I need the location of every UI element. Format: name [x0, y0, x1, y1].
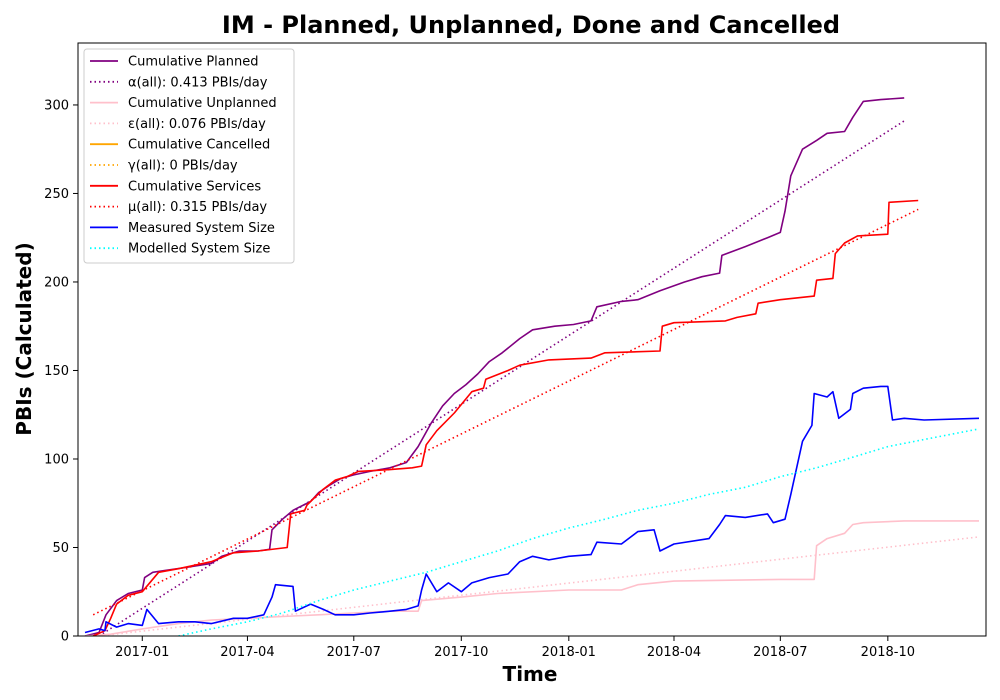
legend-entry-cumulative-unplanned: Cumulative Unplanned — [128, 96, 277, 111]
x-tick-label: 2017-04 — [220, 645, 274, 660]
y-tick-label: 50 — [52, 541, 69, 556]
y-tick-label: 150 — [44, 364, 69, 379]
legend-box — [83, 48, 295, 264]
legend-entry-all-0-413-pbis-day: α(all): 0.413 PBIs/day — [128, 75, 268, 90]
series-line-7 — [92, 199, 919, 636]
x-axis-label: Time — [503, 662, 558, 686]
x-tick-label: 2018-07 — [753, 645, 807, 660]
legend-entry-cumulative-planned: Cumulative Planned — [128, 55, 258, 70]
legend-entry-modelled-system-size: Modelled System Size — [128, 242, 270, 257]
x-tick-label: 2017-10 — [434, 645, 488, 660]
y-axis-label: PBIs (Calculated) — [12, 242, 36, 435]
plot-frame — [77, 42, 987, 637]
y-tick-label: 300 — [44, 98, 69, 113]
x-tick-label: 2018-10 — [861, 645, 915, 660]
legend-entry-all-0-076-pbis-day: ε(all): 0.076 PBIs/day — [128, 117, 266, 132]
x-tick-label: 2018-04 — [647, 645, 701, 660]
legend-entry-all-0-pbis-day: γ(all): 0 PBIs/day — [128, 159, 238, 174]
chart-title: IM - Planned, Unplanned, Done and Cancel… — [222, 11, 840, 39]
legend-entry-measured-system-size: Measured System Size — [128, 221, 275, 236]
series-layer — [84, 97, 980, 636]
series-line-8 — [92, 208, 919, 616]
y-tick-label: 0 — [61, 630, 69, 645]
x-tick-label: 2017-07 — [327, 645, 381, 660]
series-line-10 — [178, 428, 980, 636]
y-axis-ticks: 0 50 100 150 200 250 300 — [44, 98, 78, 645]
legend-entry-cumulative-cancelled: Cumulative Cancelled — [128, 138, 270, 153]
legend: Cumulative Planned α(all): 0.413 PBIs/day… — [83, 48, 295, 264]
y-tick-label: 250 — [44, 187, 69, 202]
legend-entry-cumulative-services: Cumulative Services — [128, 179, 261, 194]
plot-area — [84, 97, 980, 636]
series-line-4 — [98, 536, 980, 636]
y-tick-label: 200 — [44, 275, 69, 290]
legend-entry-all-0-315-pbis-day: μ(all): 0.315 PBIs/day — [128, 200, 267, 215]
x-tick-label: 2018-01 — [542, 645, 596, 660]
x-tick-label: 2017-01 — [115, 645, 169, 660]
x-axis-ticks: 2017-01 2017-04 2017-07 2017-10 2018-01 2018-… — [115, 636, 915, 660]
series-line-2 — [98, 120, 905, 636]
series-line-3 — [84, 520, 979, 636]
y-tick-label: 100 — [44, 452, 69, 467]
series-line-1 — [84, 97, 905, 636]
series-line-9 — [84, 385, 980, 634]
